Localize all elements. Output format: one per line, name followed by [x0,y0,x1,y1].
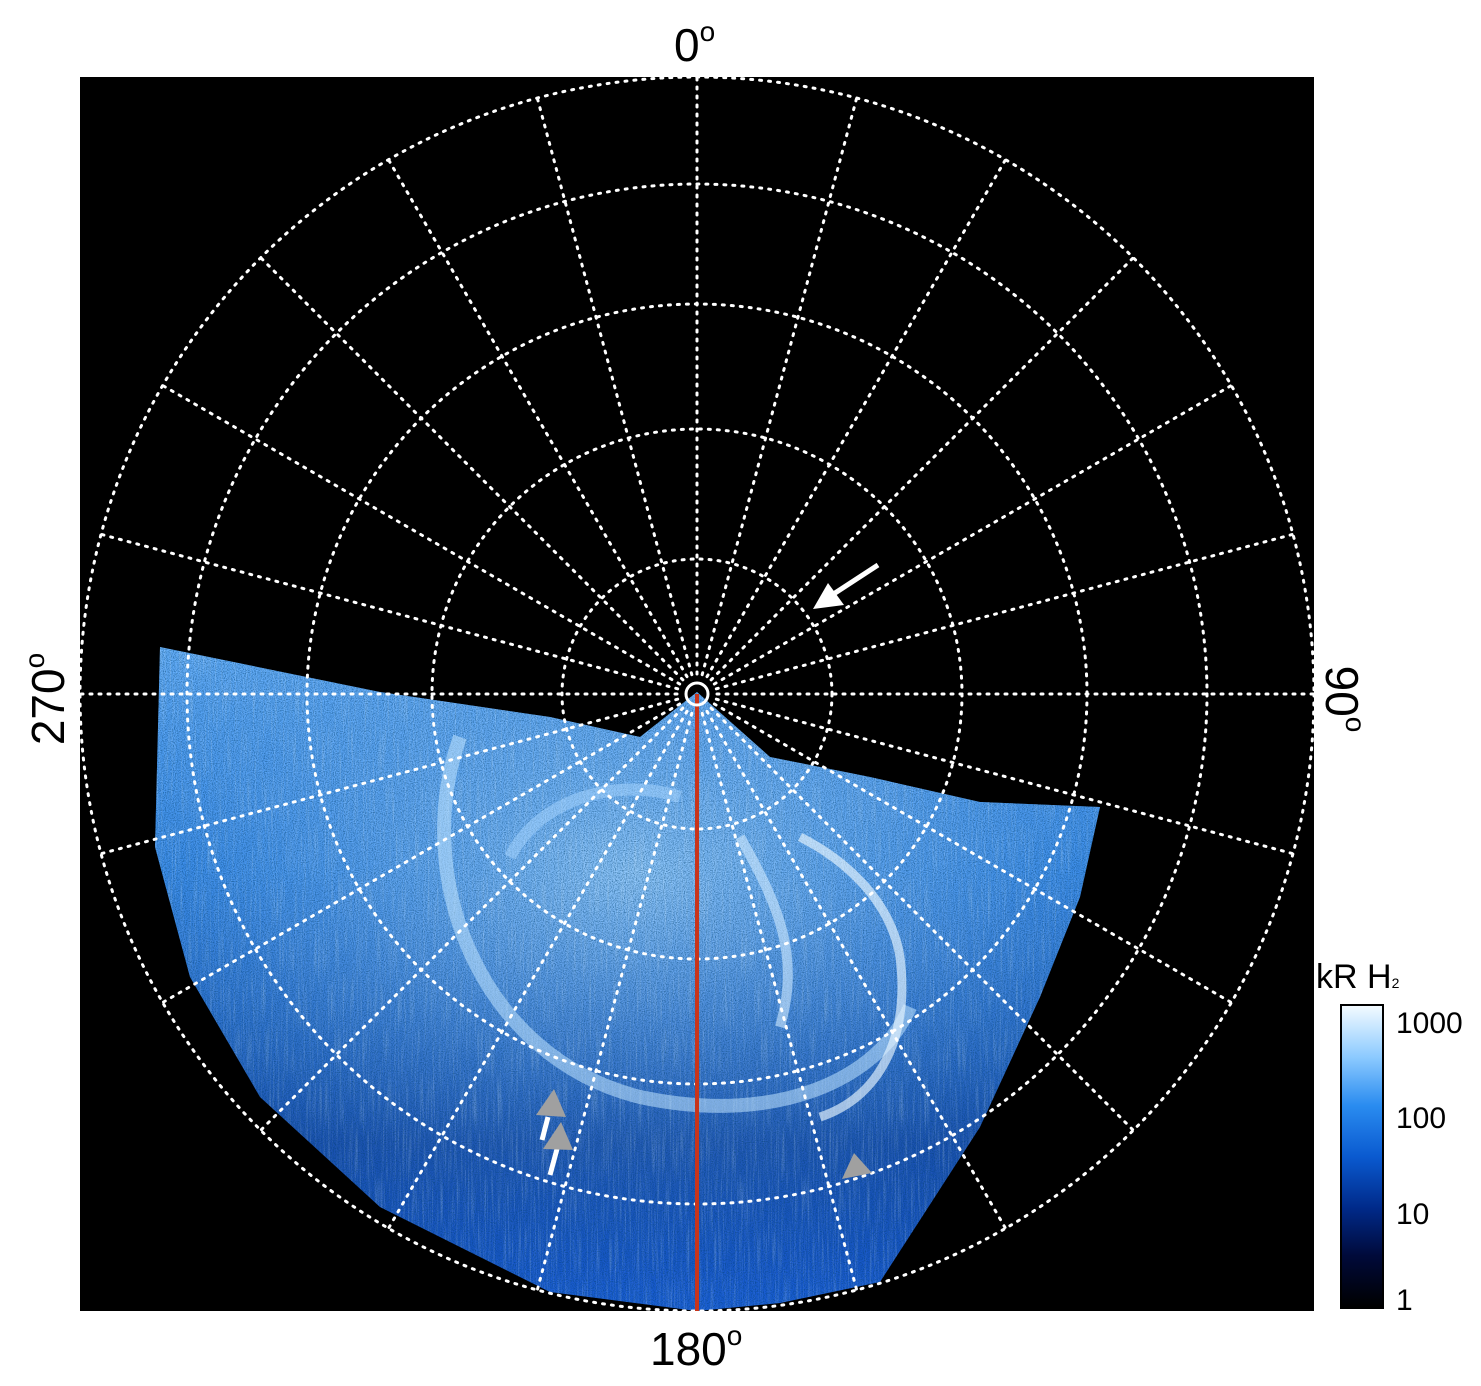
longitude-spoke [714,532,1295,691]
colorbar-tick: 100 [1396,1102,1447,1135]
colorbar-tick: 1 [1396,1284,1413,1317]
longitude-spoke [705,158,1007,679]
longitude-spoke [712,702,1233,1004]
longitude-spoke [714,697,1295,856]
longitude-spoke [161,384,682,686]
longitude-label-top: 0o [674,16,716,71]
longitude-spoke [387,158,689,679]
longitude-spoke [535,96,694,677]
longitude-spoke [709,256,1135,682]
polar-auroral-image [78,75,1316,1313]
longitude-label-bottom: 180o [650,1320,743,1375]
pole-marker-icon [684,681,710,707]
lat-lon-grid [78,75,1316,1313]
gray-arrow-icon [536,1089,566,1141]
gray-arrow-icon [543,1122,573,1176]
longitude-label-right: 90o [1316,665,1371,733]
colorbar [1340,1004,1384,1309]
white-arrow-icon [813,562,880,609]
longitude-spoke [709,706,1135,1132]
longitude-spoke [99,697,680,856]
longitude-spoke [535,711,694,1292]
longitude-spoke [700,96,859,677]
longitude-spoke [259,256,685,682]
longitude-spoke [259,706,685,1132]
longitude-spoke [700,711,859,1292]
longitude-spoke [161,702,682,1004]
longitude-spoke [99,532,680,691]
polar-projection-svg [78,75,1316,1313]
longitude-label-left: 270o [19,652,74,746]
longitude-spoke [712,384,1233,686]
latitude-circle [560,557,834,831]
longitude-spoke [705,709,1007,1230]
colorbar-title: kR H2 [1316,958,1400,996]
colorbar-tick: 1000 [1396,1007,1463,1040]
longitude-spoke [387,709,689,1230]
gray-arrowhead-icon [842,1153,872,1179]
colorbar-tick: 10 [1396,1198,1430,1231]
